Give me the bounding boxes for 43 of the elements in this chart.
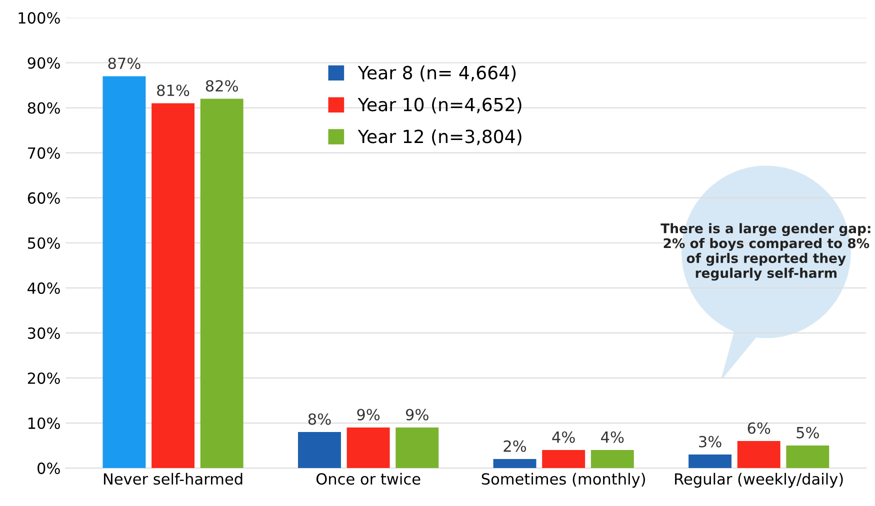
bar bbox=[298, 432, 341, 468]
y-tick-label: 70% bbox=[28, 147, 60, 159]
data-label: 5% bbox=[796, 426, 819, 438]
data-label: 2% bbox=[504, 440, 526, 452]
data-label: 9% bbox=[406, 408, 428, 420]
bar bbox=[102, 76, 146, 468]
y-tick-label: 80% bbox=[28, 102, 60, 114]
data-label: 8% bbox=[308, 413, 331, 425]
bar bbox=[786, 446, 830, 468]
bar bbox=[200, 98, 244, 468]
bar bbox=[590, 450, 634, 468]
y-tick-label: 10% bbox=[28, 417, 60, 430]
data-label: 82% bbox=[206, 80, 238, 92]
y-tick-label: 60% bbox=[28, 192, 60, 204]
y-tick-label: 20% bbox=[28, 372, 60, 384]
x-tick-label: Sometimes (monthly) bbox=[482, 472, 645, 488]
y-tick-label: 100% bbox=[18, 12, 60, 24]
annotation: There is a large gender gap: 2% of boys compared to 8% of girls reported they regularly self-harm bbox=[660, 223, 870, 281]
legend-label: Year 8 (n= 4,664) bbox=[358, 66, 516, 82]
y-tick-label: 90% bbox=[28, 57, 60, 69]
data-label: 6% bbox=[748, 422, 770, 434]
data-label: 4% bbox=[601, 431, 624, 443]
data-label: 4% bbox=[552, 431, 575, 443]
data-label: 9% bbox=[357, 408, 380, 420]
bar bbox=[493, 459, 536, 468]
x-tick-label: Regular (weekly/daily) bbox=[675, 472, 843, 488]
y-tick-label: 50% bbox=[28, 237, 60, 249]
legend-label: Year 10 (n=4,652) bbox=[358, 97, 522, 114]
bar bbox=[396, 428, 439, 468]
data-label: 81% bbox=[157, 84, 190, 96]
bar bbox=[737, 441, 780, 468]
x-tick-label: Once or twice bbox=[316, 472, 420, 485]
x-tick-label: Never self-harmed bbox=[104, 472, 242, 485]
bar bbox=[542, 450, 586, 468]
data-label: 87% bbox=[108, 58, 140, 70]
y-tick-label: 0% bbox=[38, 462, 60, 474]
bar bbox=[346, 428, 390, 468]
bar bbox=[152, 103, 195, 468]
legend-label: Year 12 (n=3,804) bbox=[358, 129, 522, 146]
data-label: 3% bbox=[699, 436, 722, 448]
y-tick-label: 30% bbox=[28, 327, 60, 339]
bar bbox=[688, 454, 732, 468]
y-tick-label: 40% bbox=[28, 282, 60, 294]
